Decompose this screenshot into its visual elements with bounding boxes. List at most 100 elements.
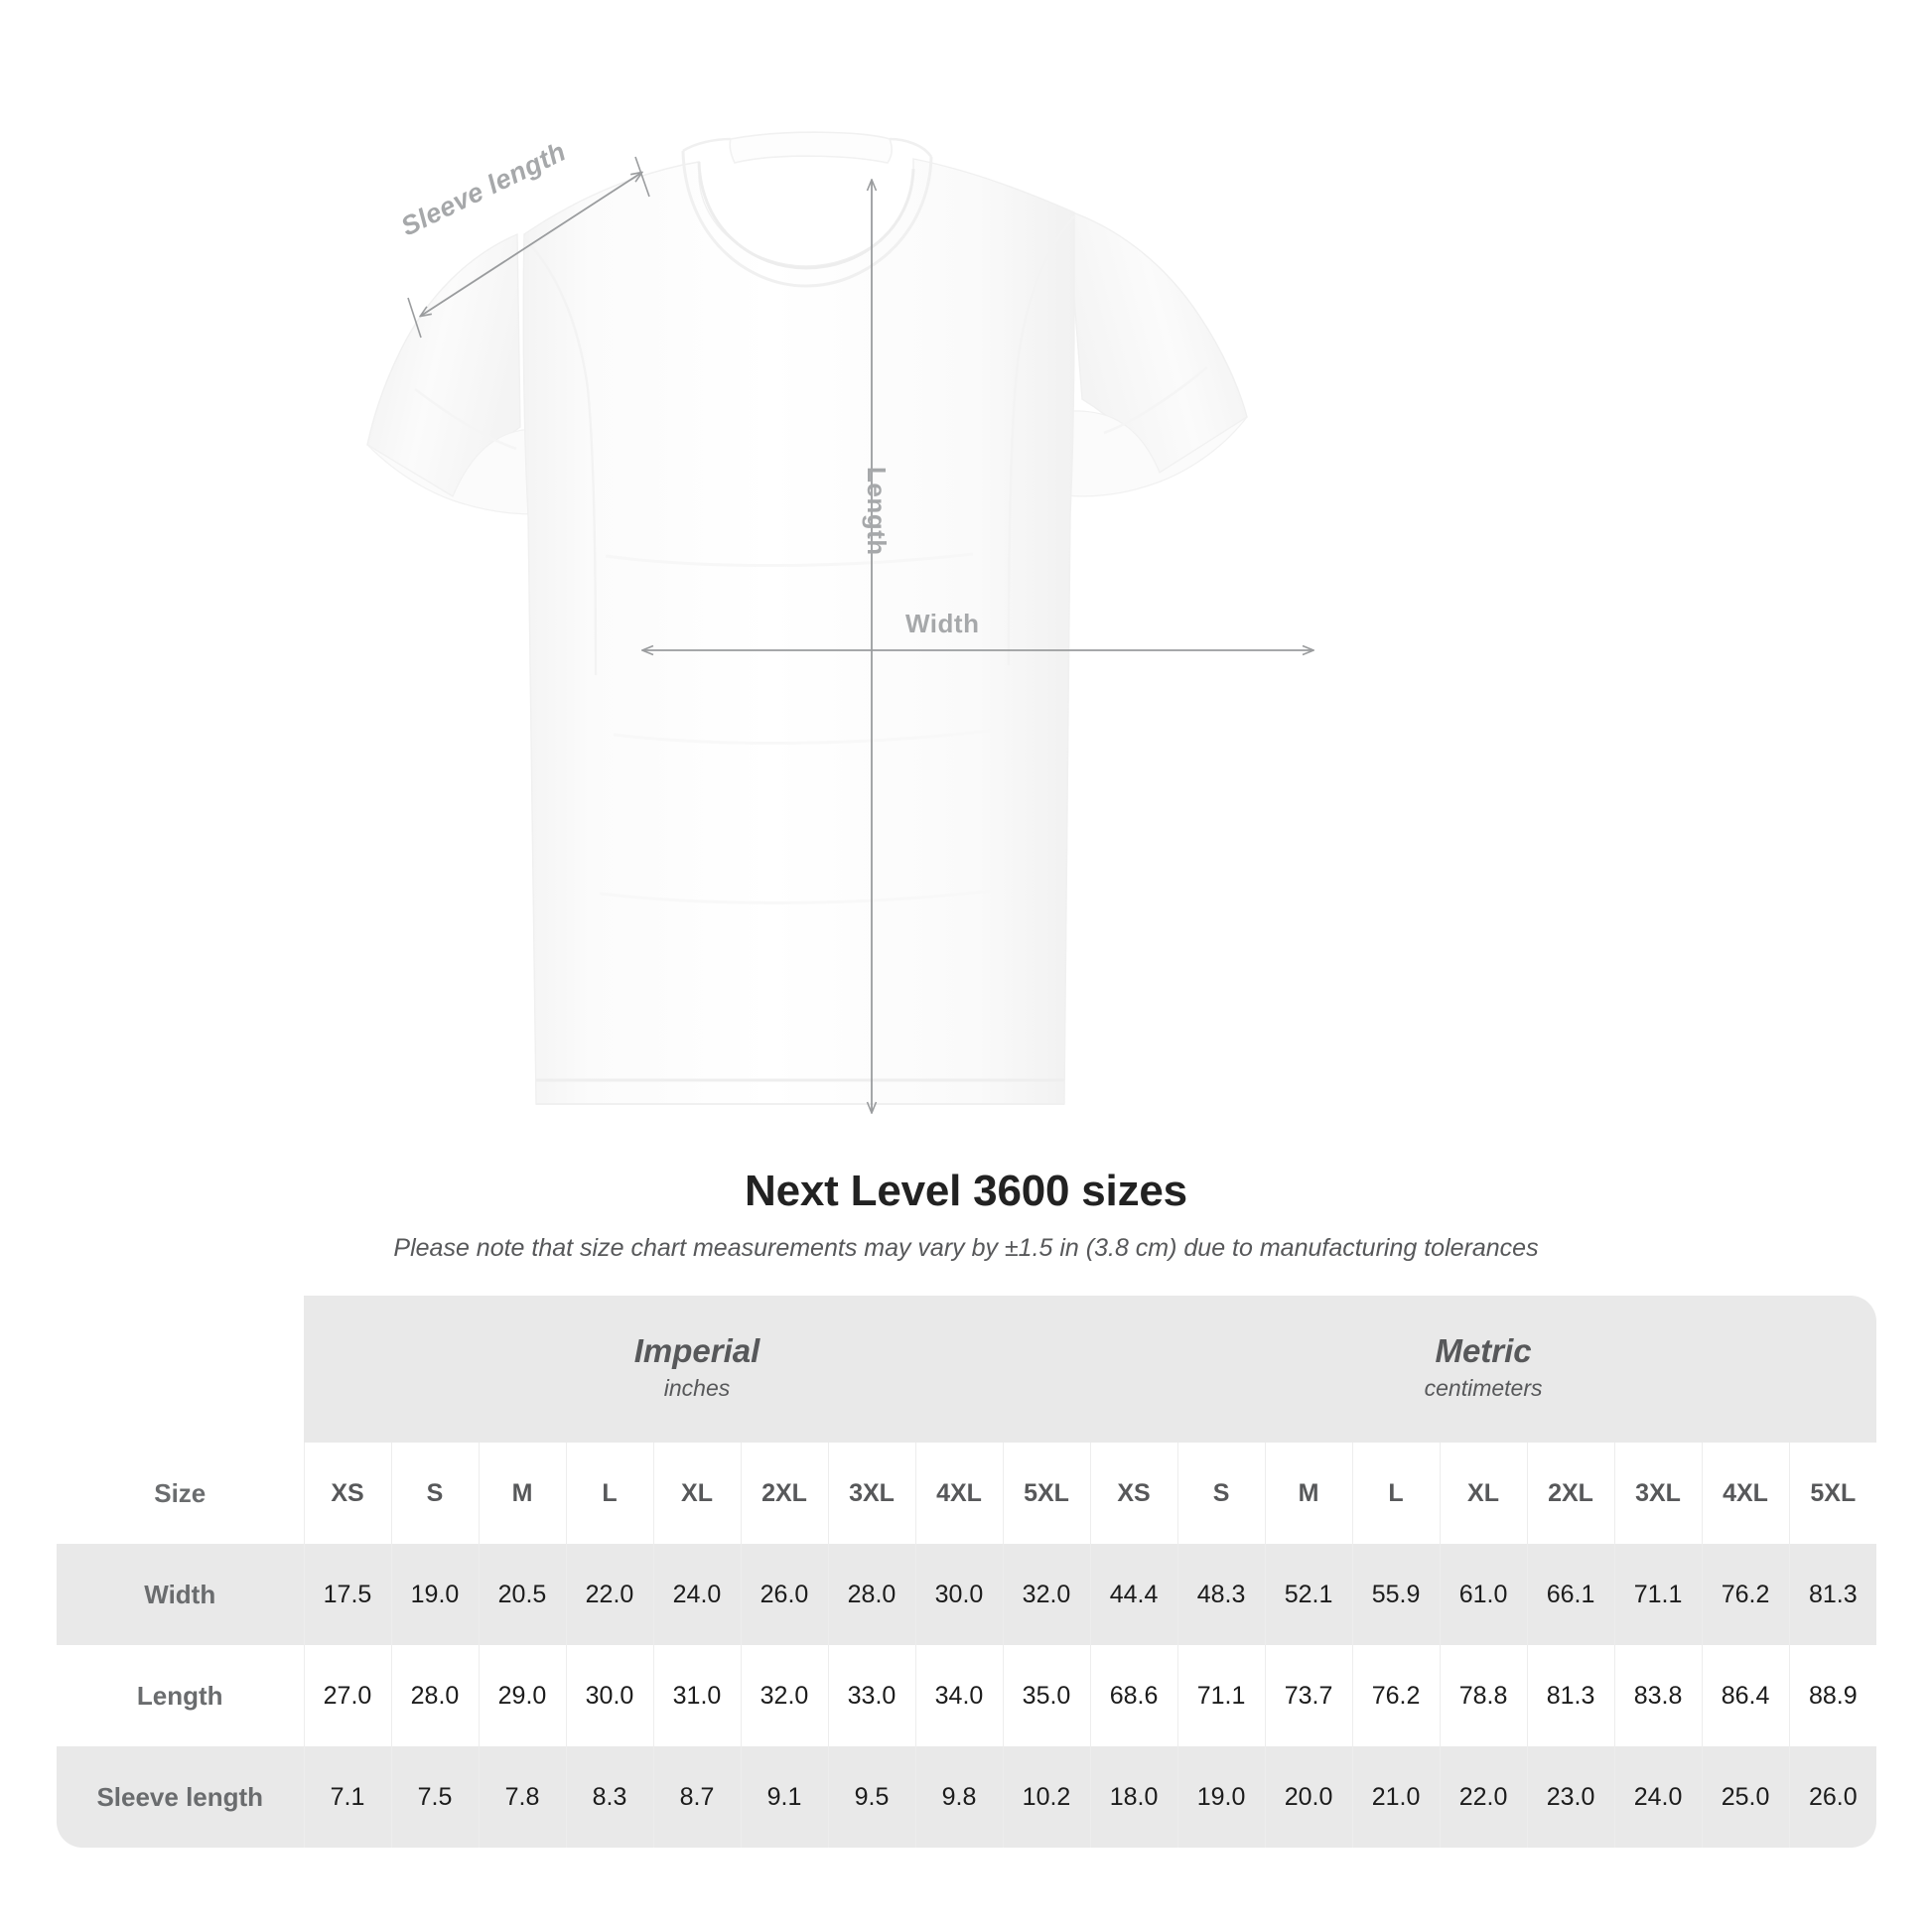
- cell-value: 20.5: [478, 1544, 566, 1645]
- size-column-header-4xl-cm: 4XL: [1701, 1443, 1790, 1544]
- tshirt-diagram: Sleeve length Length Width: [366, 131, 1932, 1172]
- size-column-header-l-in: L: [565, 1443, 653, 1544]
- size-column-header-3xl-in: 3XL: [827, 1443, 915, 1544]
- size-chart-table-container: Imperial inches Metric centimeters Size XS S M…: [57, 1296, 1876, 1848]
- cell-value: 81.3: [1788, 1544, 1876, 1645]
- size-column-header-m-cm: M: [1264, 1443, 1353, 1544]
- cell-value: 20.0: [1264, 1746, 1353, 1848]
- cell-value: 19.0: [1176, 1746, 1266, 1848]
- size-column-header-5xl-cm: 5XL: [1788, 1443, 1876, 1544]
- size-column-header-4xl-in: 4XL: [914, 1443, 1003, 1544]
- size-chart-body: Width 17.5 19.0 20.5 22.0 24.0 26.0 28.0 30.0 32.…: [57, 1544, 1876, 1848]
- page-subtitle: Please note that size chart measurements…: [393, 1234, 1539, 1262]
- cell-value: 52.1: [1264, 1544, 1353, 1645]
- cell-value: 76.2: [1701, 1544, 1790, 1645]
- cell-value: 73.7: [1264, 1645, 1353, 1746]
- cell-value: 7.8: [478, 1746, 566, 1848]
- unit-header-row: Imperial inches Metric centimeters: [57, 1296, 1876, 1443]
- unit-group-header-metric: Metric centimeters: [1090, 1296, 1876, 1443]
- cell-value: 29.0: [478, 1645, 566, 1746]
- unit-group-name: Imperial: [633, 1332, 760, 1370]
- size-column-header-xs-in: XS: [303, 1443, 391, 1544]
- cell-value: 17.5: [303, 1544, 391, 1645]
- cell-value: 10.2: [1002, 1746, 1091, 1848]
- unit-header-spacer: [57, 1296, 304, 1443]
- cell-value: 8.7: [652, 1746, 741, 1848]
- length-label: Length: [862, 467, 892, 556]
- cell-value: 26.0: [740, 1544, 828, 1645]
- size-column-header-xs-cm: XS: [1089, 1443, 1178, 1544]
- cell-value: 71.1: [1176, 1645, 1266, 1746]
- page-title: Next Level 3600 sizes: [745, 1167, 1187, 1215]
- size-column-header-2xl-cm: 2XL: [1526, 1443, 1615, 1544]
- size-column-header-l-cm: L: [1351, 1443, 1441, 1544]
- cell-value: 31.0: [652, 1645, 741, 1746]
- cell-value: 7.1: [303, 1746, 391, 1848]
- cell-value: 78.8: [1439, 1645, 1528, 1746]
- width-label: Width: [905, 609, 980, 638]
- cell-value: 24.0: [1613, 1746, 1703, 1848]
- cell-value: 22.0: [565, 1544, 653, 1645]
- unit-group-subtitle: centimeters: [1424, 1375, 1543, 1402]
- cell-value: 23.0: [1526, 1746, 1615, 1848]
- cell-value: 61.0: [1439, 1544, 1528, 1645]
- row-label-length: Length: [57, 1645, 304, 1746]
- cell-value: 25.0: [1701, 1746, 1790, 1848]
- cell-value: 21.0: [1351, 1746, 1441, 1848]
- size-column-header-3xl-cm: 3XL: [1613, 1443, 1703, 1544]
- size-column-header-5xl-in: 5XL: [1002, 1443, 1091, 1544]
- size-column-header-s-in: S: [390, 1443, 479, 1544]
- table-row: Sleeve length 7.1 7.5 7.8 8.3 8.7 9.1 9.5 9.8 10.…: [57, 1746, 1876, 1848]
- cell-value: 28.0: [390, 1645, 479, 1746]
- table-row: Length 27.0 28.0 29.0 30.0 31.0 32.0 33.0 34.0 35…: [57, 1645, 1876, 1746]
- cell-value: 88.9: [1788, 1645, 1876, 1746]
- cell-value: 30.0: [914, 1544, 1003, 1645]
- size-column-header: Size: [57, 1443, 304, 1544]
- size-header-row: Size XS S M L XL 2XL 3XL 4XL 5XL XS S M L XL 2XL 3XL 4XL 5…: [57, 1443, 1876, 1544]
- cell-value: 18.0: [1089, 1746, 1178, 1848]
- cell-value: 66.1: [1526, 1544, 1615, 1645]
- size-column-header-m-in: M: [478, 1443, 566, 1544]
- unit-group-header-imperial: Imperial inches: [304, 1296, 1091, 1443]
- cell-value: 26.0: [1788, 1746, 1876, 1848]
- tshirt-svg: [366, 131, 1932, 1172]
- sleeve-length-arrow: [421, 173, 641, 316]
- cell-value: 48.3: [1176, 1544, 1266, 1645]
- row-label-sleeve-length: Sleeve length: [57, 1746, 304, 1848]
- cell-value: 24.0: [652, 1544, 741, 1645]
- cell-value: 8.3: [565, 1746, 653, 1848]
- cell-value: 35.0: [1002, 1645, 1091, 1746]
- cell-value: 33.0: [827, 1645, 915, 1746]
- size-column-header-s-cm: S: [1176, 1443, 1266, 1544]
- table-row: Width 17.5 19.0 20.5 22.0 24.0 26.0 28.0 30.0 32.…: [57, 1544, 1876, 1645]
- cell-value: 27.0: [303, 1645, 391, 1746]
- unit-group-name: Metric: [1435, 1332, 1532, 1370]
- cell-value: 30.0: [565, 1645, 653, 1746]
- size-column-header-xl-in: XL: [652, 1443, 741, 1544]
- size-column-header-2xl-in: 2XL: [740, 1443, 828, 1544]
- cell-value: 28.0: [827, 1544, 915, 1645]
- cell-value: 32.0: [1002, 1544, 1091, 1645]
- dimension-lines: [407, 156, 1312, 1112]
- cell-value: 83.8: [1613, 1645, 1703, 1746]
- cell-value: 32.0: [740, 1645, 828, 1746]
- cell-value: 71.1: [1613, 1544, 1703, 1645]
- size-column-header-xl-cm: XL: [1439, 1443, 1528, 1544]
- cell-value: 34.0: [914, 1645, 1003, 1746]
- cell-value: 55.9: [1351, 1544, 1441, 1645]
- size-chart-table: Imperial inches Metric centimeters Size XS S M…: [57, 1296, 1876, 1848]
- cell-value: 68.6: [1089, 1645, 1178, 1746]
- cell-value: 9.5: [827, 1746, 915, 1848]
- unit-group-subtitle: inches: [663, 1375, 731, 1402]
- cell-value: 81.3: [1526, 1645, 1615, 1746]
- cell-value: 7.5: [390, 1746, 479, 1848]
- tshirt-garment: [366, 131, 1248, 1105]
- cell-value: 44.4: [1089, 1544, 1178, 1645]
- cell-value: 76.2: [1351, 1645, 1441, 1746]
- cell-value: 86.4: [1701, 1645, 1790, 1746]
- cell-value: 19.0: [390, 1544, 479, 1645]
- cell-value: 9.8: [914, 1746, 1003, 1848]
- cell-value: 9.1: [740, 1746, 828, 1848]
- row-label-width: Width: [57, 1544, 304, 1645]
- cell-value: 22.0: [1439, 1746, 1528, 1848]
